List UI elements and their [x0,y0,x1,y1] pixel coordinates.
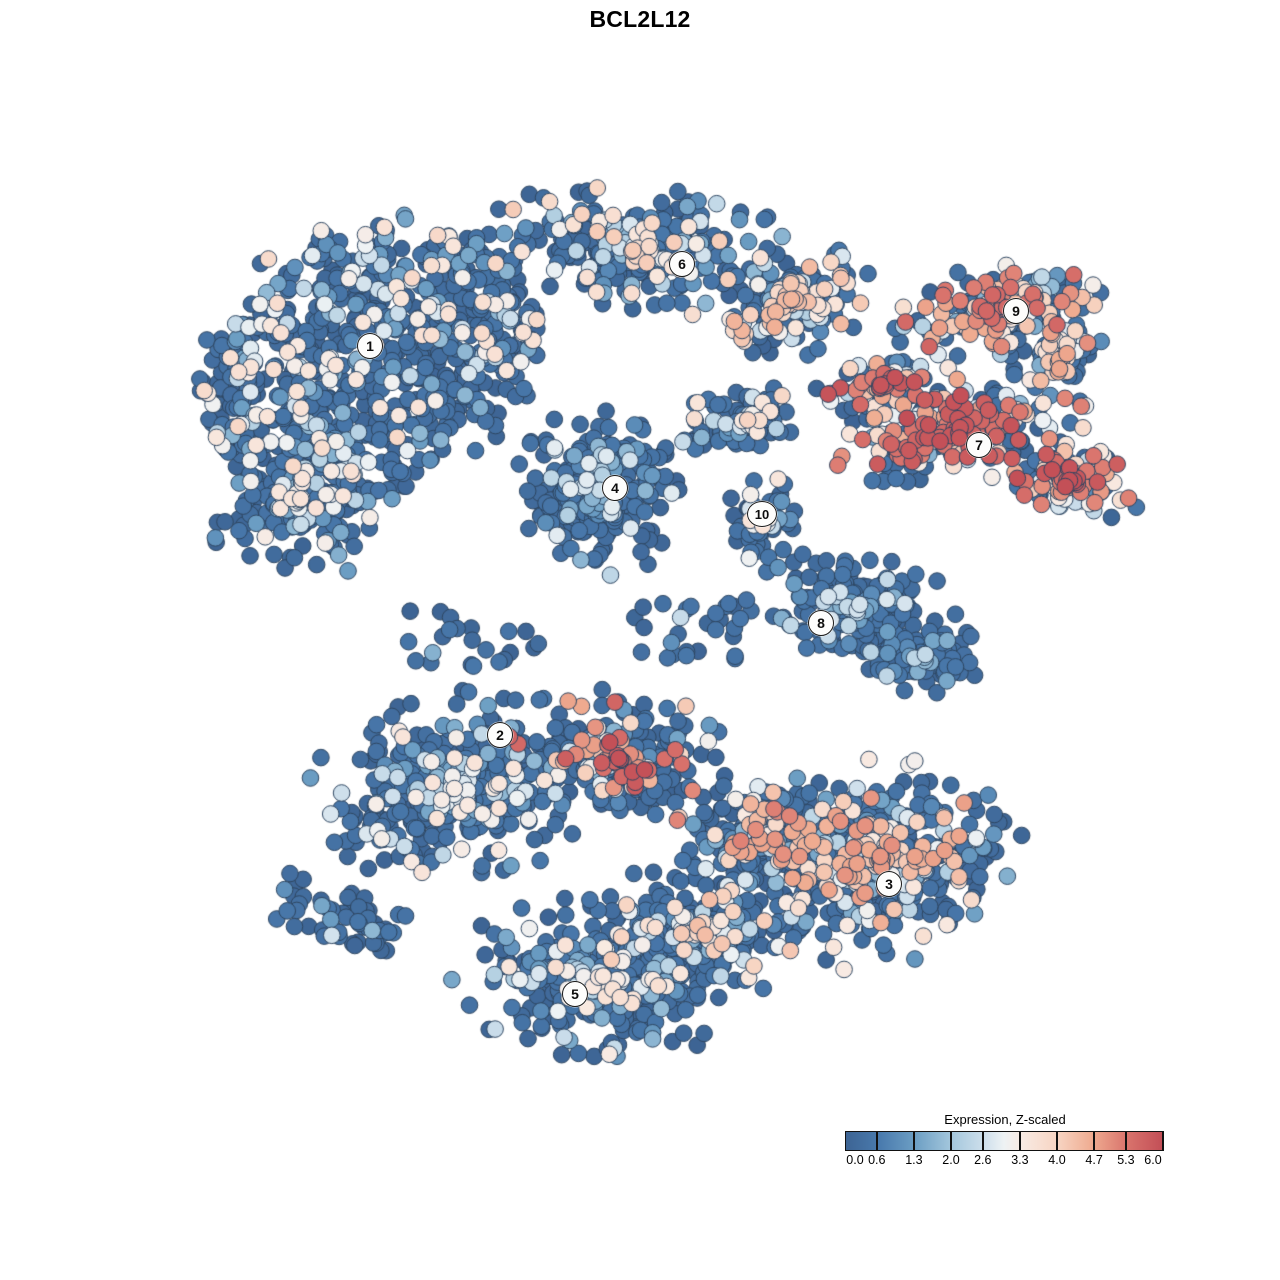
color-legend: Expression, Z-scaled 0.0 0.6 1.3 2.0 2.6 3.3 4… [845,1112,1165,1169]
cluster-label-9[interactable]: 9 [1003,298,1029,324]
legend-tick-label-3.3: 3.3 [1011,1153,1029,1167]
legend-tick-label-5.3: 5.3 [1117,1153,1135,1167]
legend-tick-line-3.3 [1019,1131,1021,1151]
legend-tick-label-1.3: 1.3 [905,1153,923,1167]
cluster-label-8[interactable]: 8 [808,610,834,636]
legend-tick-label-2.0: 2.0 [942,1153,960,1167]
legend-tick-label-6.0: 6.0 [1144,1153,1162,1167]
legend-tick-line-6.0 [1162,1131,1164,1151]
legend-tick-line-2.0 [950,1131,952,1151]
cluster-label-4[interactable]: 4 [602,475,628,501]
legend-colorbar [845,1131,1163,1151]
cluster-label-5[interactable]: 5 [562,981,588,1007]
legend-tick-line-4.7 [1093,1131,1095,1151]
cluster-label-3[interactable]: 3 [876,871,902,897]
legend-tick-line-1.3 [913,1131,915,1151]
cluster-label-10[interactable]: 10 [747,501,777,527]
legend-tick-label-0.0: 0.0 [846,1153,864,1167]
cluster-label-7[interactable]: 7 [966,432,992,458]
legend-bar-wrapper [845,1131,1164,1151]
legend-tick-label-4.7: 4.7 [1085,1153,1103,1167]
legend-tick-line-0.6 [876,1131,878,1151]
cluster-label-1[interactable]: 1 [357,333,383,359]
legend-tick-label-0.6: 0.6 [868,1153,886,1167]
legend-title: Expression, Z-scaled [944,1112,1066,1127]
legend-tick-line-5.3 [1125,1131,1127,1151]
cluster-label-6[interactable]: 6 [669,251,695,277]
legend-tick-line-4.0 [1056,1131,1058,1151]
legend-tick-labels: 0.0 0.6 1.3 2.0 2.6 3.3 4.0 4.7 5.3 6.0 [845,1153,1163,1169]
legend-tick-line-2.6 [982,1131,984,1151]
cluster-label-2[interactable]: 2 [487,722,513,748]
legend-tick-label-2.6: 2.6 [974,1153,992,1167]
legend-tick-label-4.0: 4.0 [1048,1153,1066,1167]
